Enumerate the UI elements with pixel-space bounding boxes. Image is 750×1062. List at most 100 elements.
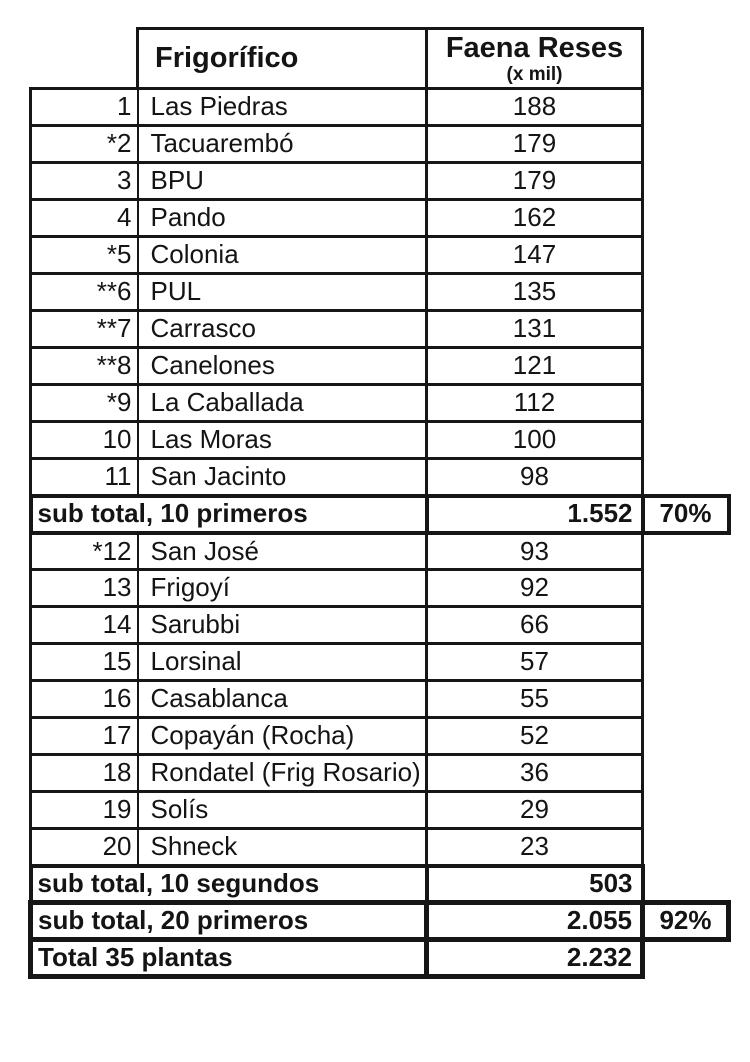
frigorifico-cell: Pando <box>136 198 428 238</box>
faena-value-cell: 66 <box>425 605 644 645</box>
pct-spacer-cell <box>643 829 729 866</box>
faena-value-cell: 93 <box>425 531 644 571</box>
table-row: 10 Las Moras 100 <box>29 420 729 460</box>
frigorifico-cell: Frigoyí <box>136 568 428 608</box>
table-row: 15 Lorsinal 57 <box>29 642 729 682</box>
frigorifico-cell: Las Moras <box>136 420 428 460</box>
table-row: 20 Shneck 23 <box>29 827 729 867</box>
frigorifico-cell: PUL <box>136 272 428 312</box>
table-row: *5 Colonia 147 <box>29 235 729 275</box>
header-frigorifico: Frigorífico <box>136 27 428 90</box>
faena-value-cell: 179 <box>425 124 644 164</box>
percentage-cell: 92% <box>640 900 731 942</box>
summary-value-cell: 1.552 <box>424 493 645 535</box>
frigorifico-cell: Casablanca <box>136 679 428 719</box>
header-row: Frigorífico Faena Reses (x mil) <box>31 27 729 90</box>
rank-cell: **6 <box>29 272 139 312</box>
rank-cell: **7 <box>29 309 139 349</box>
rank-cell: **8 <box>29 346 139 386</box>
header-rank-spacer <box>31 29 138 89</box>
header-faena-unit: (x mil) <box>506 63 563 85</box>
faena-value-cell: 100 <box>425 420 644 460</box>
pct-spacer-cell <box>643 607 729 644</box>
table-row: *9 La Caballada 112 <box>29 383 729 423</box>
pct-spacer-cell <box>643 274 729 311</box>
header-faena-title: Faena Reses <box>445 31 624 64</box>
summary-value-cell: 2.232 <box>424 937 645 979</box>
table-row: 11 San Jacinto 98 <box>29 457 729 497</box>
frigorifico-cell: Solís <box>136 790 428 830</box>
faena-value-cell: 188 <box>425 87 644 127</box>
faena-value-cell: 52 <box>425 716 644 756</box>
pct-spacer-cell <box>643 348 729 385</box>
rank-cell: 16 <box>29 679 139 719</box>
rank-cell: 14 <box>29 605 139 645</box>
pct-spacer-cell <box>643 311 729 348</box>
pct-spacer-cell <box>643 385 729 422</box>
table-body: 1 Las Piedras 188 *2 Tacuarembó 179 3 BPU 179 4 Pa… <box>28 87 731 979</box>
rank-cell: 4 <box>29 198 139 238</box>
frigorifico-cell: Copayán (Rocha) <box>136 716 428 756</box>
table-row: 19 Solís 29 <box>29 790 729 830</box>
rank-cell: 18 <box>29 753 139 793</box>
pct-spacer-cell <box>643 866 729 903</box>
table-row: *12 San José 93 <box>29 531 729 571</box>
pct-spacer-cell <box>643 459 729 496</box>
faena-value-cell: 162 <box>425 198 644 238</box>
pct-spacer-cell <box>643 718 729 755</box>
faena-value-cell: 112 <box>425 383 644 423</box>
rank-cell: *12 <box>29 531 139 571</box>
frigorifico-cell: Las Piedras <box>136 87 428 127</box>
frigorifico-cell: Colonia <box>136 235 428 275</box>
faena-table: Frigorífico Faena Reses (x mil) 1 Las Pie… <box>28 27 731 979</box>
table-row: **7 Carrasco 131 <box>29 309 729 349</box>
pct-spacer-cell <box>643 940 729 977</box>
frigorifico-cell: Sarubbi <box>136 605 428 645</box>
rank-cell: 3 <box>29 161 139 201</box>
table-row: **8 Canelones 121 <box>29 346 729 386</box>
pct-spacer-cell <box>643 681 729 718</box>
rank-cell: 13 <box>29 568 139 608</box>
pct-spacer-cell <box>643 533 729 570</box>
frigorifico-cell: San José <box>136 531 428 571</box>
subtotal-20-primeros-row: sub total, 20 primeros 2.055 92% <box>28 900 731 942</box>
rank-cell: 20 <box>29 827 139 867</box>
table-row: 17 Copayán (Rocha) 52 <box>29 716 729 756</box>
frigorifico-cell: Rondatel (Frig Rosario) <box>136 753 428 793</box>
faena-value-cell: 179 <box>425 161 644 201</box>
frigorifico-cell: La Caballada <box>136 383 428 423</box>
pct-spacer-cell <box>643 126 729 163</box>
table-row: **6 PUL 135 <box>29 272 729 312</box>
pct-spacer-cell <box>643 422 729 459</box>
frigorifico-cell: Tacuarembó <box>136 124 428 164</box>
table-row: 13 Frigoyí 92 <box>29 568 729 608</box>
faena-value-cell: 29 <box>425 790 644 830</box>
table-row: 16 Casablanca 55 <box>29 679 729 719</box>
faena-value-cell: 98 <box>425 457 644 497</box>
pct-spacer-cell <box>643 200 729 237</box>
frigorifico-cell: Lorsinal <box>136 642 428 682</box>
summary-label-cell: sub total, 10 segundos <box>28 863 429 905</box>
summary-label-cell: Total 35 plantas <box>28 937 429 979</box>
pct-spacer-cell <box>643 792 729 829</box>
faena-value-cell: 36 <box>425 753 644 793</box>
faena-value-cell: 92 <box>425 568 644 608</box>
faena-value-cell: 135 <box>425 272 644 312</box>
percentage-cell: 70% <box>640 493 731 535</box>
subtotal-10-segundos-row: sub total, 10 segundos 503 <box>28 863 729 905</box>
rank-cell: 15 <box>29 642 139 682</box>
frigorifico-cell: BPU <box>136 161 428 201</box>
rank-cell: 17 <box>29 716 139 756</box>
pct-spacer-cell <box>643 237 729 274</box>
rank-cell: 1 <box>29 87 139 127</box>
summary-value-cell: 503 <box>424 863 645 905</box>
table-row: 4 Pando 162 <box>29 198 729 238</box>
pct-spacer-cell <box>643 644 729 681</box>
summary-value-cell: 2.055 <box>424 900 645 942</box>
pct-spacer-cell <box>643 89 729 126</box>
faena-value-cell: 57 <box>425 642 644 682</box>
summary-label-cell: sub total, 20 primeros <box>28 900 429 942</box>
table-row: 14 Sarubbi 66 <box>29 605 729 645</box>
table-row: 3 BPU 179 <box>29 161 729 201</box>
